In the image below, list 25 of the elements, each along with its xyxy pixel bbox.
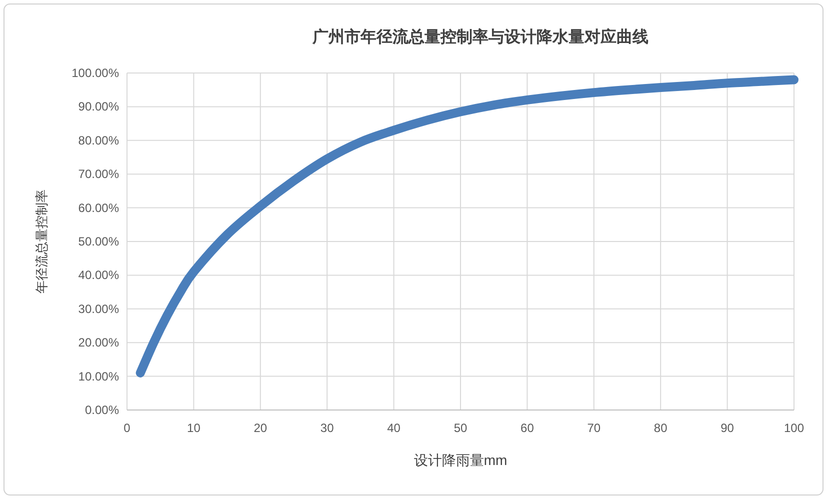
x-tick-label: 90: [720, 421, 734, 435]
x-tick-label: 0: [124, 421, 131, 435]
y-tick-label: 20.00%: [78, 336, 120, 350]
x-tick-label: 10: [187, 421, 201, 435]
x-tick-label: 70: [587, 421, 601, 435]
y-tick-label: 100.00%: [72, 66, 120, 80]
y-tick-label: 0.00%: [84, 403, 120, 417]
x-tick-label: 50: [454, 421, 468, 435]
x-tick-label: 40: [387, 421, 401, 435]
x-tick-label: 20: [254, 421, 268, 435]
y-tick-label: 10.00%: [78, 369, 120, 384]
y-tick-label: 60.00%: [78, 200, 120, 215]
x-tick-label: 60: [520, 421, 534, 435]
x-axis-title: 设计降雨量mm: [414, 452, 508, 468]
y-tick-label: 80.00%: [78, 133, 120, 148]
y-tick-label: 70.00%: [78, 167, 120, 182]
chart-title: 广州市年径流总量控制率与设计降水量对应曲线: [312, 27, 648, 46]
x-tick-label: 100: [784, 421, 804, 435]
y-tick-label: 50.00%: [78, 234, 120, 248]
x-tick-label: 80: [654, 421, 668, 435]
y-tick-label: 40.00%: [78, 268, 120, 282]
y-axis-title: 年径流总量控制率: [34, 190, 49, 294]
y-tick-label: 30.00%: [78, 302, 120, 316]
y-tick-label: 90.00%: [78, 100, 120, 114]
x-tick-label: 30: [320, 421, 334, 435]
